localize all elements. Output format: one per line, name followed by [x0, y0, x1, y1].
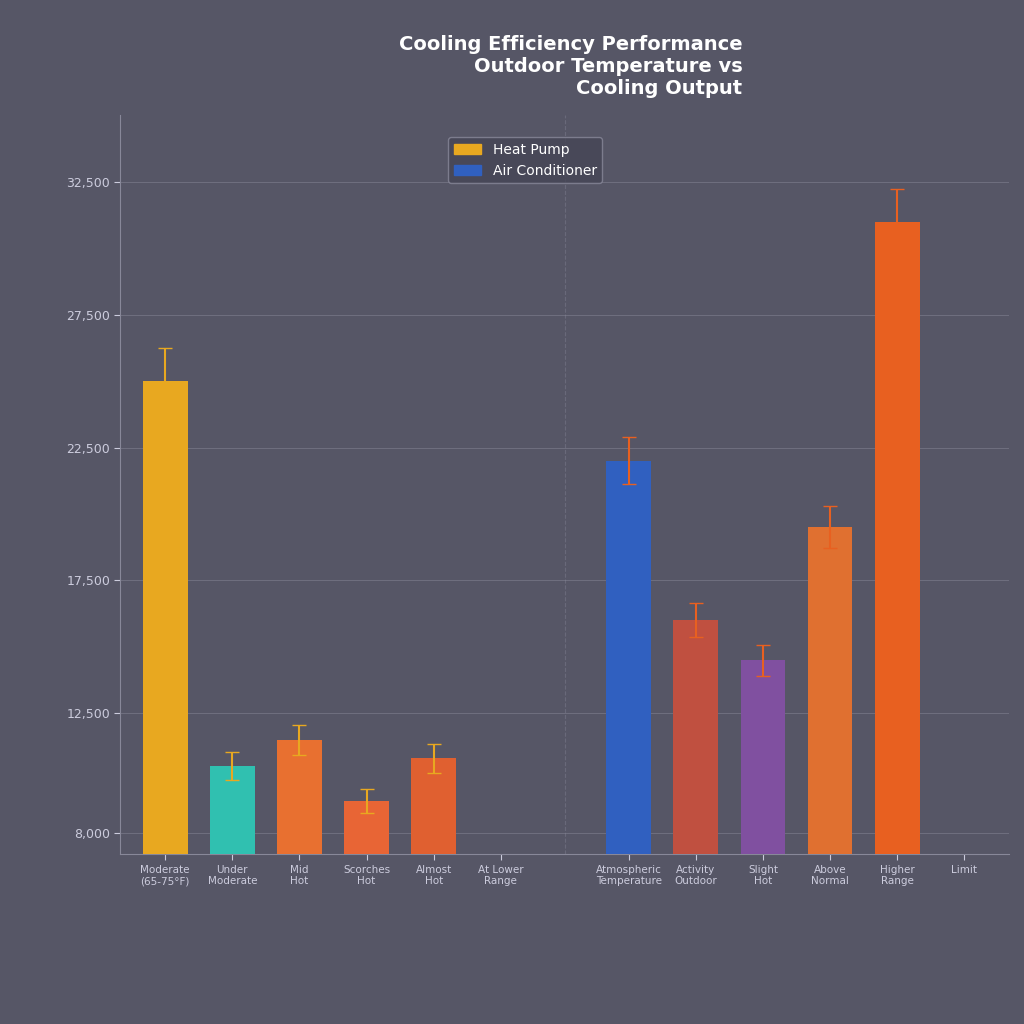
Bar	[874, 221, 920, 1024]
Bar	[478, 886, 523, 1024]
Bar	[412, 759, 456, 1024]
Bar	[606, 461, 651, 1024]
Legend: Heat Pump, Air Conditioner: Heat Pump, Air Conditioner	[449, 137, 602, 183]
Text: Cooling Efficiency Performance
Outdoor Temperature vs
Cooling Output: Cooling Efficiency Performance Outdoor T…	[398, 36, 742, 98]
Bar	[143, 381, 187, 1024]
Bar	[942, 926, 987, 1024]
Bar	[674, 621, 718, 1024]
Bar	[344, 801, 389, 1024]
Bar	[210, 766, 255, 1024]
Bar	[278, 739, 322, 1024]
Bar	[740, 660, 785, 1024]
Bar	[808, 527, 852, 1024]
